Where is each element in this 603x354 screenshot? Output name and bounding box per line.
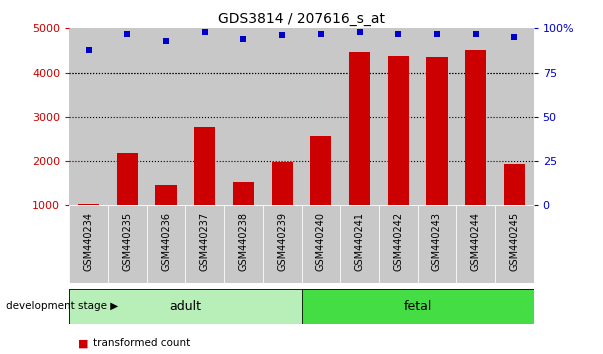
Text: GSM440235: GSM440235 — [122, 212, 133, 271]
Text: GSM440239: GSM440239 — [277, 212, 287, 270]
Bar — [310, 136, 332, 250]
Bar — [156, 185, 177, 250]
Point — [84, 47, 93, 52]
Point — [316, 31, 326, 36]
Point — [277, 33, 287, 38]
Bar — [108, 28, 147, 205]
Bar — [147, 28, 186, 205]
Text: GSM440237: GSM440237 — [200, 212, 210, 271]
Text: ■: ■ — [78, 338, 89, 348]
FancyBboxPatch shape — [302, 289, 534, 324]
FancyBboxPatch shape — [417, 205, 456, 283]
Text: GSM440241: GSM440241 — [355, 212, 365, 270]
Point — [239, 36, 248, 42]
Bar — [349, 52, 370, 250]
FancyBboxPatch shape — [340, 205, 379, 283]
Point — [355, 29, 364, 35]
Text: GSM440243: GSM440243 — [432, 212, 442, 270]
Bar — [263, 28, 302, 205]
FancyBboxPatch shape — [69, 289, 302, 324]
FancyBboxPatch shape — [263, 205, 302, 283]
FancyBboxPatch shape — [108, 205, 147, 283]
FancyBboxPatch shape — [186, 205, 224, 283]
Bar — [194, 127, 215, 250]
FancyBboxPatch shape — [495, 205, 534, 283]
Bar — [117, 153, 138, 250]
Point — [161, 38, 171, 44]
FancyBboxPatch shape — [69, 205, 108, 283]
Point — [122, 31, 132, 36]
FancyBboxPatch shape — [147, 205, 186, 283]
Text: GSM440240: GSM440240 — [316, 212, 326, 270]
Text: GSM440238: GSM440238 — [238, 212, 248, 270]
Point — [510, 34, 519, 40]
Bar — [426, 57, 447, 250]
Text: GSM440245: GSM440245 — [510, 212, 519, 271]
Bar — [302, 28, 340, 205]
Bar — [224, 28, 263, 205]
Point — [393, 31, 403, 36]
Bar — [504, 164, 525, 250]
Bar — [417, 28, 456, 205]
Bar — [186, 28, 224, 205]
Bar — [340, 28, 379, 205]
Text: GSM440242: GSM440242 — [393, 212, 403, 271]
Point — [432, 31, 442, 36]
Bar — [233, 182, 254, 250]
Bar — [456, 28, 495, 205]
Text: adult: adult — [169, 300, 201, 313]
Text: transformed count: transformed count — [93, 338, 191, 348]
Text: fetal: fetal — [403, 300, 432, 313]
FancyBboxPatch shape — [379, 205, 417, 283]
Bar — [78, 204, 99, 250]
Point — [200, 29, 210, 35]
Text: development stage ▶: development stage ▶ — [6, 301, 118, 311]
Bar — [379, 28, 417, 205]
Text: GSM440236: GSM440236 — [161, 212, 171, 270]
Bar — [69, 28, 108, 205]
Text: GSM440244: GSM440244 — [470, 212, 481, 270]
Title: GDS3814 / 207616_s_at: GDS3814 / 207616_s_at — [218, 12, 385, 26]
Bar — [271, 162, 293, 250]
Bar — [465, 50, 486, 250]
Bar — [495, 28, 534, 205]
FancyBboxPatch shape — [224, 205, 263, 283]
FancyBboxPatch shape — [302, 205, 340, 283]
FancyBboxPatch shape — [456, 205, 495, 283]
Bar — [388, 56, 409, 250]
Text: GSM440234: GSM440234 — [84, 212, 93, 270]
Point — [471, 31, 481, 36]
